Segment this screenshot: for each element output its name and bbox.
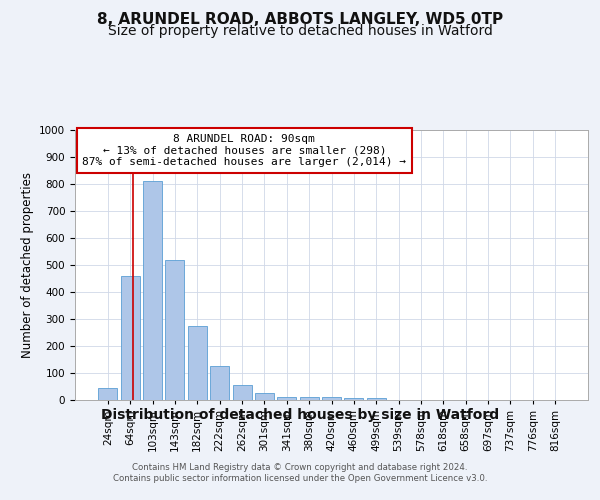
Bar: [143, 182, 162, 400]
Text: Distribution of detached houses by size in Watford: Distribution of detached houses by size …: [101, 408, 499, 422]
Text: 8, ARUNDEL ROAD, ABBOTS LANGLEY, WD5 0TP: 8, ARUNDEL ROAD, ABBOTS LANGLEY, WD5 0TP: [97, 12, 503, 28]
Bar: [367, 398, 386, 400]
Bar: [166, 260, 184, 400]
Bar: [210, 366, 229, 400]
Y-axis label: Number of detached properties: Number of detached properties: [20, 172, 34, 358]
Bar: [344, 398, 364, 400]
Bar: [277, 398, 296, 400]
Bar: [233, 385, 251, 400]
Text: 8 ARUNDEL ROAD: 90sqm
← 13% of detached houses are smaller (298)
87% of semi-det: 8 ARUNDEL ROAD: 90sqm ← 13% of detached …: [82, 134, 406, 167]
Bar: [98, 388, 118, 400]
Text: Contains public sector information licensed under the Open Government Licence v3: Contains public sector information licen…: [113, 474, 487, 483]
Text: Contains HM Land Registry data © Crown copyright and database right 2024.: Contains HM Land Registry data © Crown c…: [132, 462, 468, 471]
Bar: [299, 397, 319, 400]
Bar: [121, 276, 140, 400]
Text: Size of property relative to detached houses in Watford: Size of property relative to detached ho…: [107, 24, 493, 38]
Bar: [322, 397, 341, 400]
Bar: [255, 393, 274, 400]
Bar: [188, 326, 207, 400]
